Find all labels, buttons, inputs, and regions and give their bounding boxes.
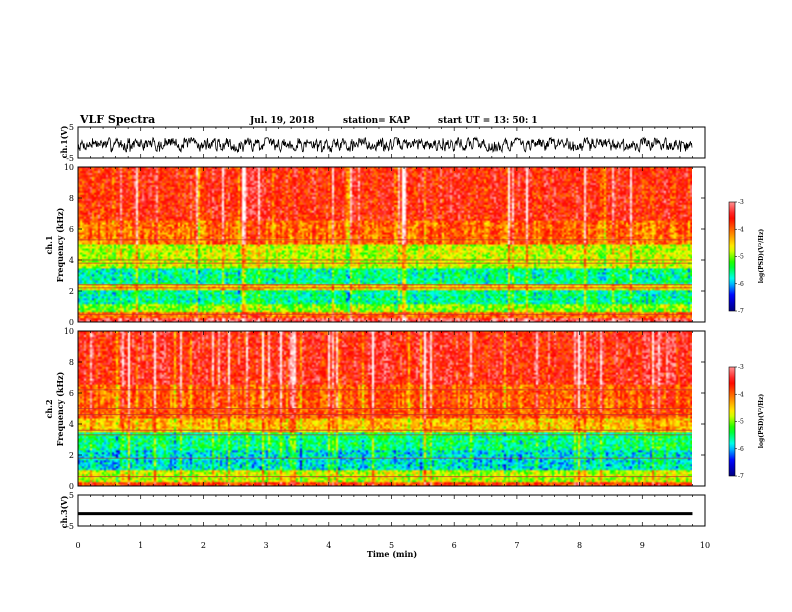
start-time-label: start UT = 13: 50: 1 — [438, 116, 538, 126]
ch1-colorbar-label: log(PSD)(V²/Hz) — [758, 229, 765, 284]
colorbar-ramp — [728, 201, 736, 312]
ch3-voltage-ylabel: ch.3(V) — [59, 495, 69, 528]
colorbar-tick-label: -6 — [738, 446, 744, 453]
ch1-spectrogram-ytick-label: 10 — [64, 163, 74, 172]
x-tick-label: 0 — [75, 541, 80, 550]
ch3-waveform-panel: 5 -5 — [66, 491, 706, 531]
ch1-voltage-ylabel: ch.1(V) — [59, 125, 69, 158]
x-tick-label: 8 — [577, 541, 582, 550]
ch2-colorbar-label: log(PSD)(V²/Hz) — [758, 394, 765, 449]
x-tick-label: 4 — [326, 541, 331, 550]
x-axis-ticks: 0 1 2 3 4 5 6 7 8 9 10 — [75, 541, 710, 550]
ch2-frequency-ylabel: Frequency (kHz) — [55, 371, 65, 446]
x-tick-label: 5 — [389, 541, 394, 550]
colorbar-tick-label: -7 — [738, 473, 744, 480]
ch1-channel-ylabel: ch.1 — [44, 235, 54, 254]
ch1-spectrogram-ytick-label: 2 — [69, 287, 74, 296]
ch1-colorbar: -3 -4 -5 -6 -7 — [728, 199, 744, 315]
ch1-spectrogram-ytick-label: 4 — [69, 256, 74, 265]
colorbar-tick-label: -3 — [738, 364, 744, 371]
colorbar-tick-label: -6 — [738, 281, 744, 288]
colorbar-tick-label: -4 — [738, 226, 744, 233]
colorbar-tick-label: -7 — [738, 308, 744, 315]
ch3-waveform-ytick-label: -5 — [66, 522, 74, 531]
ch1-waveform-panel: 5 -5 — [66, 123, 706, 163]
colorbar-tick-label: -4 — [738, 391, 744, 398]
date-label: Jul. 19, 2018 — [249, 116, 314, 126]
x-tick-label: 6 — [452, 541, 457, 550]
ch1-waveform-ytick-label: 5 — [69, 123, 74, 132]
colorbar-tick-label: -5 — [738, 254, 744, 261]
ch2-colorbar: -3 -4 -5 -6 -7 — [728, 364, 744, 480]
x-tick-label: 9 — [640, 541, 645, 550]
ch2-spectrogram-panel: 0 2 4 6 8 10 — [64, 327, 706, 491]
ch1-frequency-ylabel: Frequency (kHz) — [55, 207, 65, 282]
ch3-waveform-frame — [77, 494, 706, 527]
ch2-spectrogram-ytick-label: 8 — [69, 358, 74, 367]
ch2-spectrogram-ytick-label: 0 — [69, 482, 74, 491]
colorbar-tick-label: -5 — [738, 419, 744, 426]
ch1-spectrogram-panel: 0 2 4 6 8 10 — [64, 163, 706, 327]
ch1-spectrogram-image — [78, 167, 692, 322]
x-tick-label: 7 — [514, 541, 519, 550]
ch1-waveform-trace — [77, 136, 693, 154]
ch3-waveform-ytick-label: 5 — [69, 491, 74, 500]
ch1-spectrogram-ytick-label: 6 — [69, 225, 74, 234]
time-xlabel: Time (min) — [367, 549, 417, 559]
station-label: station= KAP — [343, 116, 410, 126]
colorbar-ramp — [728, 366, 736, 477]
colorbar-tick-label: -3 — [738, 199, 744, 206]
ch2-spectrogram-ytick-label: 2 — [69, 451, 74, 460]
ch1-waveform-ytick-label: -5 — [66, 154, 74, 163]
x-tick-label: 10 — [700, 541, 710, 550]
ch2-spectrogram-ytick-label: 10 — [64, 327, 74, 336]
ch1-spectrogram-ytick-label: 8 — [69, 194, 74, 203]
figure-title: VLF Spectra — [79, 113, 155, 126]
x-tick-label: 3 — [264, 541, 269, 550]
x-tick-label: 2 — [201, 541, 206, 550]
ch2-spectrogram-ytick-label: 4 — [69, 420, 74, 429]
ch2-channel-ylabel: ch.2 — [44, 399, 54, 418]
ch1-spectrogram-ytick-label: 0 — [69, 318, 74, 327]
ch2-spectrogram-ytick-label: 6 — [69, 389, 74, 398]
x-tick-label: 1 — [138, 541, 143, 550]
